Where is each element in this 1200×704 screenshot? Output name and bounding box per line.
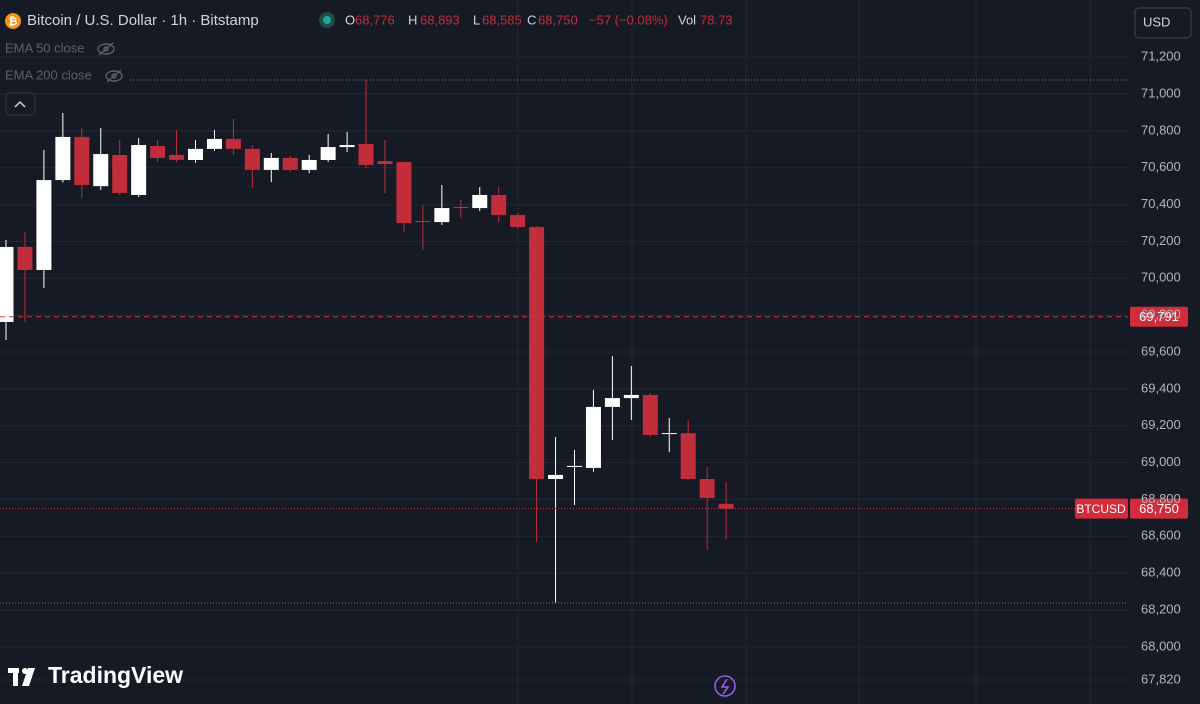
candle-body: [150, 145, 166, 158]
candle-body: [320, 147, 336, 160]
candle-body: [529, 227, 545, 479]
legend-value: 68,893: [420, 12, 460, 27]
y-tick-label: 69,200: [1141, 417, 1181, 432]
grid: [0, 56, 1128, 681]
legend-key: C: [527, 12, 536, 27]
price-label-box: [1130, 306, 1188, 327]
indicator-label[interactable]: EMA 200 close: [5, 67, 92, 82]
candle-body: [585, 406, 601, 468]
candle-body: [661, 433, 677, 435]
legend-key: L: [473, 12, 480, 27]
spark-button[interactable]: [714, 675, 736, 697]
price-label: 68,750: [1139, 501, 1179, 516]
visibility-off-icon[interactable]: [97, 42, 115, 56]
change: −57 (−0.08%): [589, 12, 668, 27]
candle-body: [642, 394, 658, 435]
candle-body: [623, 394, 639, 399]
legend-value: 68,585: [482, 12, 522, 27]
y-tick-label: 69,400: [1141, 380, 1181, 395]
y-tick-label: 67,820: [1141, 671, 1181, 686]
y-tick-label: 71,000: [1141, 85, 1181, 100]
candle-body: [548, 474, 564, 479]
legend-key: O: [345, 12, 355, 27]
candle-body: [244, 148, 260, 170]
candle-body: [434, 208, 450, 223]
brand-name: TradingView: [48, 662, 183, 688]
market-status-dot: [323, 16, 331, 24]
symbol-label: BTCUSD: [1076, 502, 1126, 516]
candle-body: [604, 398, 620, 407]
bitcoin-glyph: ₿: [9, 16, 18, 28]
y-tick-label: 70,600: [1141, 159, 1181, 174]
y-tick-label: 69,000: [1141, 454, 1181, 469]
collapse-button[interactable]: [5, 92, 36, 116]
plot: [0, 79, 734, 604]
candle-body: [396, 161, 412, 223]
candle-body: [93, 154, 109, 187]
candle-body: [0, 246, 14, 322]
candle-body: [282, 157, 298, 170]
candle-body: [415, 220, 431, 223]
symbol-label-box: [1075, 498, 1128, 519]
y-tick-label: 70,400: [1141, 196, 1181, 211]
candle-body: [377, 161, 393, 165]
price-label-box: [1130, 498, 1188, 519]
candle-body: [491, 194, 507, 216]
y-tick-label: 68,800: [1141, 491, 1181, 506]
candle-body: [472, 194, 488, 209]
y-tick-label: 70,000: [1141, 270, 1181, 285]
candle-body: [17, 246, 33, 270]
brand-logo: [8, 668, 35, 686]
candle-body: [453, 206, 469, 209]
candle-body: [718, 503, 734, 509]
candle-body: [567, 465, 582, 467]
candle-body: [169, 154, 185, 160]
candle-body: [55, 136, 71, 181]
candle-body: [131, 145, 147, 195]
candle-body: [206, 138, 222, 149]
chart-title: Bitcoin / U.S. Dollar · 1h · Bitstamp: [27, 12, 259, 29]
y-tick-label: 68,000: [1141, 638, 1181, 653]
y-tick-label: 71,200: [1141, 49, 1181, 64]
price-label: 69,791: [1139, 309, 1179, 324]
candle-body: [36, 180, 52, 270]
legend-value: 68,776: [355, 12, 395, 27]
candle-body: [188, 148, 203, 160]
y-tick-label: 70,800: [1141, 122, 1181, 137]
candle-body: [680, 433, 696, 479]
y-tick-label: 68,200: [1141, 601, 1181, 616]
overlay: 69,791 68,750 BTCUSD: [0, 79, 1188, 604]
y-tick-label: 68,400: [1141, 565, 1181, 580]
volume-value: 78.73: [700, 12, 733, 27]
visibility-off-icon[interactable]: [105, 69, 123, 83]
y-tick-label: 70,200: [1141, 233, 1181, 248]
indicator-label[interactable]: EMA 50 close: [5, 40, 85, 55]
candle-body: [339, 145, 355, 148]
candle-body: [263, 157, 279, 170]
y-tick-label: 68,600: [1141, 528, 1181, 543]
y-tick-label: 69,800: [1141, 307, 1181, 322]
y-tick-label: 69,600: [1141, 343, 1181, 358]
candle-body: [112, 154, 128, 193]
currency-label: USD: [1143, 14, 1170, 29]
legend-key: H: [408, 12, 417, 27]
bitcoin-icon: [5, 13, 21, 29]
candle-body: [301, 159, 317, 170]
volume-label: Vol: [678, 12, 696, 27]
candle-body: [358, 143, 374, 165]
candle-body: [699, 478, 715, 498]
candle-body: [225, 138, 241, 149]
candle-body: [74, 136, 90, 186]
currency-button[interactable]: USD: [1134, 7, 1192, 39]
candle-body: [510, 215, 526, 228]
legend-value: 68,750: [538, 12, 578, 27]
